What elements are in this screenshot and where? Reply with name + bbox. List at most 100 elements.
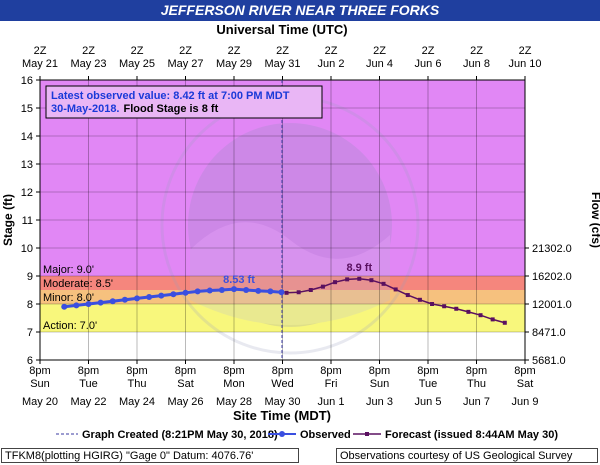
bottom-tick-label: Jun 3 — [366, 396, 393, 408]
footer-gage-info: TFKM8(plotting HGIRG) "Gage 0" Datum: 40… — [1, 448, 299, 463]
bottom-tick-label: Wed — [271, 378, 293, 390]
right-tick-label: 16202.0 — [532, 271, 572, 283]
forecast-point — [296, 290, 301, 295]
forecast-point — [320, 284, 325, 289]
top-tick-label: 2Z — [131, 45, 144, 57]
annotations: 8.53 ft 8.9 ft — [223, 262, 372, 286]
observed-point — [73, 302, 80, 309]
forecast-point — [466, 309, 471, 314]
top-tick-label: 2Z — [519, 45, 532, 57]
forecast-point — [502, 320, 507, 325]
top-tick-label: Jun 6 — [415, 58, 442, 70]
right-tick-label: 21302.0 — [532, 243, 572, 255]
bottom-tick-label: 8pm — [320, 365, 341, 377]
bottom-tick-label: Sun — [30, 378, 50, 390]
bottom-tick-label: Thu — [128, 378, 147, 390]
info-date: 30-May-2018. — [51, 103, 120, 115]
forecast-point — [417, 297, 422, 302]
title-bar: JEFFERSON RIVER NEAR THREE FORKS — [0, 0, 600, 21]
top-tick-label: 2Z — [470, 45, 483, 57]
right-tick-label: 8471.0 — [532, 327, 566, 339]
info-box: Latest observed value: 8.42 ft at 7:00 P… — [45, 85, 323, 119]
bottom-tick-label: 8pm — [466, 365, 487, 377]
bottom-tick-label: 8pm — [29, 365, 50, 377]
bottom-tick-label: 8pm — [514, 365, 535, 377]
top-tick-label: May 27 — [167, 58, 203, 70]
top-tick-label: Jun 2 — [318, 58, 345, 70]
band-label-minor: Minor: 8.0' — [43, 292, 94, 304]
forecast-point — [405, 293, 410, 298]
left-tick-label: 15 — [21, 103, 33, 115]
bottom-tick-label: Fri — [325, 378, 338, 390]
info-line1: Latest observed value: 8.42 ft at 7:00 P… — [51, 90, 290, 102]
observed-point — [255, 287, 262, 294]
bottom-tick-label: 8pm — [78, 365, 99, 377]
stage-band-labels: Major: 9.0' Moderate: 8.5' Minor: 8.0' Acti… — [43, 264, 113, 332]
bottom-tick-label: 8pm — [223, 365, 244, 377]
left-tick-label: 16 — [21, 75, 33, 87]
bottom-tick-label: Jun 5 — [415, 396, 442, 408]
forecast-point — [308, 288, 313, 292]
top-tick-label: 2Z — [82, 45, 95, 57]
observed-point — [85, 301, 92, 307]
chart-title: JEFFERSON RIVER NEAR THREE FORKS — [160, 2, 440, 18]
bottom-tick-label: 8pm — [272, 365, 293, 377]
legend-observed: Observed — [300, 429, 351, 441]
bottom-tick-label: May 26 — [167, 396, 203, 408]
bottom-tick-label: Jun 7 — [463, 396, 490, 408]
observed-point — [121, 296, 128, 303]
bottom-tick-label: Tue — [419, 378, 438, 390]
legend-created: Graph Created (8:21PM May 30, 2018) — [82, 429, 278, 441]
observed-series — [61, 286, 285, 310]
footer-attribution: Observations courtesy of US Geological S… — [336, 448, 598, 463]
left-tick-label: 13 — [21, 159, 33, 171]
forecast-point — [430, 302, 435, 306]
top-tick-label: 2Z — [373, 45, 386, 57]
top-tick-label: 2Z — [422, 45, 435, 57]
forecast-point — [442, 304, 447, 309]
observed-point — [278, 289, 285, 296]
bottom-tick-label: May 24 — [119, 396, 155, 408]
bottom-tick-label: Mon — [223, 378, 244, 390]
top-tick-label: May 29 — [216, 58, 252, 70]
bottom-tick-label: 8pm — [369, 365, 390, 377]
top-tick-label: Jun 4 — [366, 58, 393, 70]
legend-forecast-marker — [365, 432, 369, 436]
observed-point — [170, 291, 177, 298]
forecast-point — [393, 287, 398, 292]
top-tick-label: May 23 — [70, 58, 106, 70]
observed-point — [146, 294, 153, 300]
observed-point — [109, 298, 116, 305]
forecast-point — [454, 306, 459, 311]
legend-forecast: Forecast (issued 8:44AM May 30) — [385, 429, 558, 441]
right-axis: 5681.0 8471.0 12001.0 16202.0 21302.0 — [525, 243, 572, 367]
top-tick-label: Jun 8 — [463, 58, 490, 70]
top-tick-label: 2Z — [325, 45, 338, 57]
top-tick-label: 2Z — [34, 45, 47, 57]
info-flood-stage: Flood Stage is 8 ft — [124, 103, 219, 115]
bottom-tick-label: Thu — [467, 378, 486, 390]
band-label-major: Major: 9.0' — [43, 264, 94, 276]
bottom-tick-label: May 30 — [264, 396, 300, 408]
bottom-tick-label: Jun 9 — [512, 396, 539, 408]
right-tick-label: 12001.0 — [532, 299, 572, 311]
observed-max-label: 8.53 ft — [223, 274, 255, 286]
forecast-max-label: 8.9 ft — [346, 262, 372, 274]
observed-point — [158, 292, 165, 299]
bottom-tick-label: 8pm — [417, 365, 438, 377]
top-tick-label: May 25 — [119, 58, 155, 70]
bottom-tick-label: May 22 — [70, 396, 106, 408]
forecast-point — [345, 277, 350, 282]
forecast-point — [381, 281, 386, 286]
forecast-series — [284, 276, 507, 325]
bottom-tick-label: Sat — [177, 378, 194, 390]
left-tick-label: 10 — [21, 243, 33, 255]
band-label-action: Action: 7.0' — [43, 320, 97, 332]
observed-point — [61, 303, 68, 310]
bottom-tick-label: Tue — [79, 378, 98, 390]
bottom-tick-label: May 20 — [22, 396, 58, 408]
bottom-tick-label: May 28 — [216, 396, 252, 408]
